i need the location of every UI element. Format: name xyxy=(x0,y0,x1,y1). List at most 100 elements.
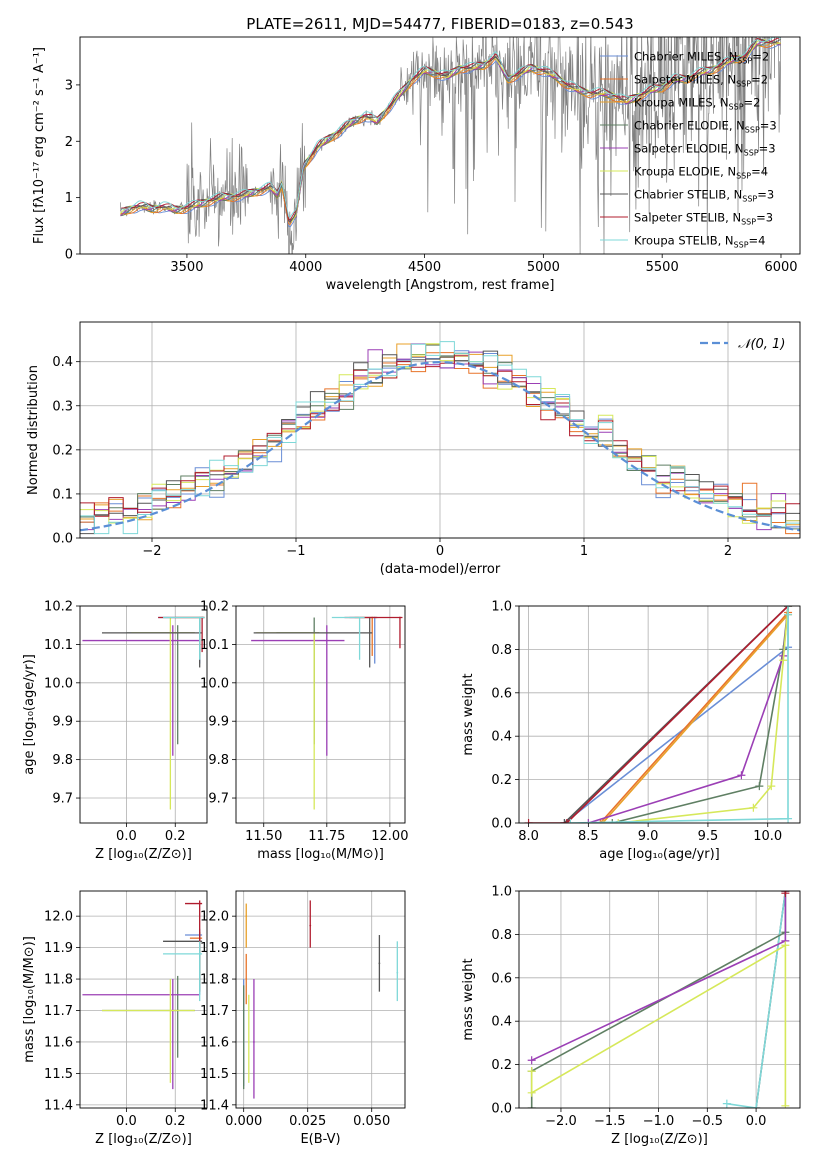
y-tick-label: 10.1 xyxy=(44,638,73,653)
y-axis-label: mass weight xyxy=(461,673,476,755)
plus-marker xyxy=(614,819,623,823)
data-point xyxy=(169,1009,172,1012)
y-tick-label: 0.4 xyxy=(491,730,512,745)
x-tick-label: 0.000 xyxy=(225,1114,262,1129)
x-tick-label: 4000 xyxy=(289,260,322,275)
plus-marker xyxy=(755,782,764,791)
y-axis-label: mass [log₁₀(M/M⊙)] xyxy=(22,936,37,1063)
plus-marker xyxy=(524,819,533,823)
grid xyxy=(80,605,207,823)
x-tick-label: −0.5 xyxy=(692,1114,724,1129)
legend-count: =4 xyxy=(749,234,766,248)
plus-marker xyxy=(784,814,793,823)
plus-marker xyxy=(527,1088,536,1097)
panel-ebv-mass: 0.000 0.025 0.050 11.4 11.5 11.6 11.7 11.8 11.9 1… xyxy=(200,890,406,1147)
legend-label: Salpeter ELODIE, NSSP=3 xyxy=(634,142,776,158)
y-tick-label: 11.6 xyxy=(44,1035,73,1050)
plus-marker xyxy=(767,782,776,791)
figure-title: PLATE=2611, MJD=54477, FIBERID=0183, z=0… xyxy=(246,15,633,33)
x-tick-label: −2.0 xyxy=(545,1114,577,1129)
axes-frame xyxy=(79,605,208,824)
legend-label: Salpeter STELIB, NSSP=3 xyxy=(634,211,773,227)
data-point xyxy=(396,971,399,974)
data-point xyxy=(309,924,312,927)
y-tick-label: 0.8 xyxy=(491,643,512,658)
mass-weight-line-8 xyxy=(570,606,789,823)
plus-marker xyxy=(560,819,569,823)
data-point xyxy=(358,616,361,619)
plus-marker xyxy=(784,606,793,610)
legend-label: Kroupa STELIB, NSSP=4 xyxy=(634,234,765,250)
plus-marker xyxy=(527,1067,536,1076)
panel-mass-age: 11.50 11.75 12.00 9.7 9.8 9.9 10.0 10.1 10.2 mass… xyxy=(200,600,408,863)
x-tick-label: 2 xyxy=(724,544,732,559)
legend-subscript: SSP xyxy=(734,241,749,250)
plus-marker xyxy=(779,656,788,665)
y-tick-label: 9.8 xyxy=(52,753,73,768)
y-tick-label: 0.2 xyxy=(52,443,73,458)
y-tick-label: 0.8 xyxy=(491,928,512,943)
axes-frame xyxy=(518,890,801,1109)
data-point xyxy=(399,616,401,619)
legend-label: Chabrier ELODIE, NSSP=3 xyxy=(634,119,777,135)
x-axis-label: Z [log₁₀(Z/Z⊙)] xyxy=(95,1132,192,1147)
plus-marker xyxy=(527,1104,536,1108)
y-axis-label: age [log₁₀(age/yr)] xyxy=(22,654,37,775)
plot-content xyxy=(82,616,205,810)
legend-label: Kroupa ELODIE, NSSP=4 xyxy=(634,165,768,181)
plot-content xyxy=(120,37,781,254)
mass-weight-line-7 xyxy=(528,606,789,823)
plus-marker xyxy=(737,771,746,780)
x-tick-label: 10.0 xyxy=(753,829,782,844)
y-tick-label: 9.8 xyxy=(208,753,229,768)
histogram-8 xyxy=(80,341,800,535)
y-tick-label: 11.6 xyxy=(200,1035,229,1050)
normal-reference-curve xyxy=(80,360,800,532)
grid xyxy=(236,891,405,1108)
y-tick-label: 10.2 xyxy=(44,600,73,615)
x-tick-label: 0.0 xyxy=(116,829,137,844)
plot-content xyxy=(242,900,399,1099)
plus-marker xyxy=(562,819,571,823)
plus-marker xyxy=(781,891,790,895)
legend-count: =3 xyxy=(759,142,776,156)
model-line-2 xyxy=(120,41,781,223)
x-tick-label: 5000 xyxy=(527,260,560,275)
legend-subscript: SSP xyxy=(737,57,752,66)
y-tick-label: 3 xyxy=(65,78,73,93)
y-tick-label: 1.0 xyxy=(491,600,512,615)
model-line-8 xyxy=(120,37,781,218)
panel-residuals: −2 −1 0 1 2 0.0 0.1 0.2 0.3 0.4 (data-model)/error… xyxy=(26,321,801,577)
y-tick-label: 11.7 xyxy=(200,1004,229,1019)
plus-marker xyxy=(781,1101,790,1108)
plus-marker xyxy=(722,1099,731,1108)
x-axis-label: Z [log₁₀(Z/Z⊙)] xyxy=(95,847,192,862)
x-tick-label: 5500 xyxy=(646,260,679,275)
legend-label: Salpeter MILES, NSSP=2 xyxy=(634,73,768,89)
y-tick-label: 10.2 xyxy=(200,600,229,615)
x-tick-label: 6000 xyxy=(764,260,797,275)
x-tick-label: 11.75 xyxy=(308,829,345,844)
y-tick-label: 2 xyxy=(65,135,73,150)
data-point xyxy=(368,631,371,634)
legend: Chabrier MILES, NSSP=2 Salpeter MILES, NS… xyxy=(600,50,777,250)
y-axis-label: Normed distribution xyxy=(26,365,41,495)
legend-count: =2 xyxy=(751,73,768,87)
axes-frame xyxy=(79,36,801,255)
y-tick-label: 11.9 xyxy=(44,941,73,956)
grid xyxy=(519,605,800,824)
legend-subscript: SSP xyxy=(742,195,757,204)
plus-marker xyxy=(596,819,605,823)
y-tick-label: 0.6 xyxy=(491,686,512,701)
plus-marker xyxy=(781,941,790,950)
plot-content xyxy=(251,616,403,810)
y-tick-label: 11.8 xyxy=(44,973,73,988)
legend-label: Chabrier MILES, NSSP=2 xyxy=(634,50,769,66)
plus-marker xyxy=(752,1104,761,1108)
y-tick-label: 0.2 xyxy=(491,773,512,788)
x-axis-label: Z [log₁₀(Z/Z⊙)] xyxy=(611,1132,708,1147)
y-tick-label: 11.4 xyxy=(44,1098,73,1113)
x-tick-label: −1 xyxy=(286,544,305,559)
y-tick-label: 0.4 xyxy=(52,355,73,370)
y-tick-label: 10.0 xyxy=(200,676,229,691)
